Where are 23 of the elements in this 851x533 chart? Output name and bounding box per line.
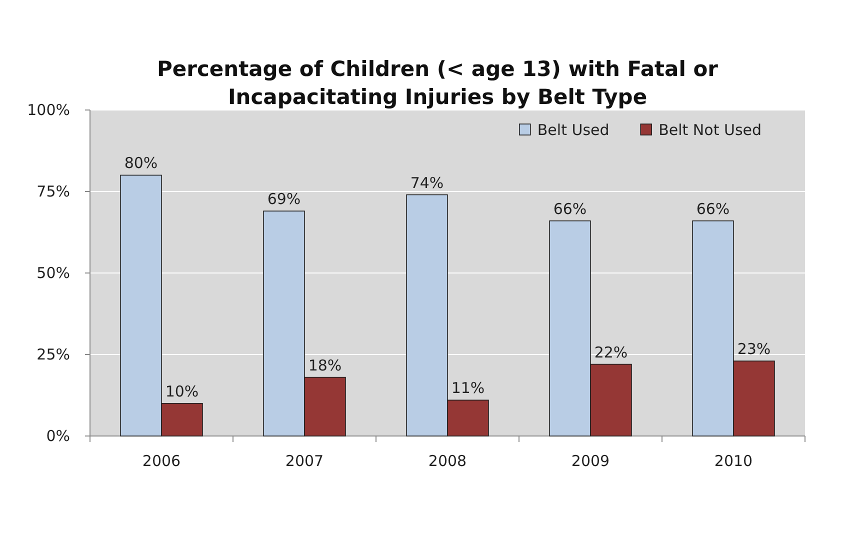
data-label: 18% [308,356,342,374]
data-label: 66% [553,200,587,218]
x-tick-label: 2010 [714,452,753,470]
y-tick-label: 25% [36,346,70,364]
x-tick-label: 2008 [428,452,467,470]
y-tick-label: 100% [27,101,70,119]
y-tick-label: 0% [46,427,70,445]
x-tick-label: 2007 [285,452,324,470]
data-label: 11% [451,379,485,398]
x-tick-label: 2009 [571,452,610,470]
data-label: 74% [410,174,444,192]
y-tick-label: 50% [36,264,70,282]
y-tick-label: 75% [36,182,70,200]
x-tick-label: 2006 [142,452,181,470]
data-label: 80% [124,154,158,172]
legend-label: Belt Not Used [658,121,762,139]
chart-title: Percentage of Children (< age 13) with Fatal or Incapacitating Injuries by Belt Type [156,57,719,109]
data-label: 66% [696,200,730,218]
data-label: 22% [594,343,628,362]
data-label: 10% [165,382,199,400]
data-label: 23% [737,340,771,358]
data-label: 69% [267,190,301,208]
legend-label: Belt Used [537,121,610,139]
